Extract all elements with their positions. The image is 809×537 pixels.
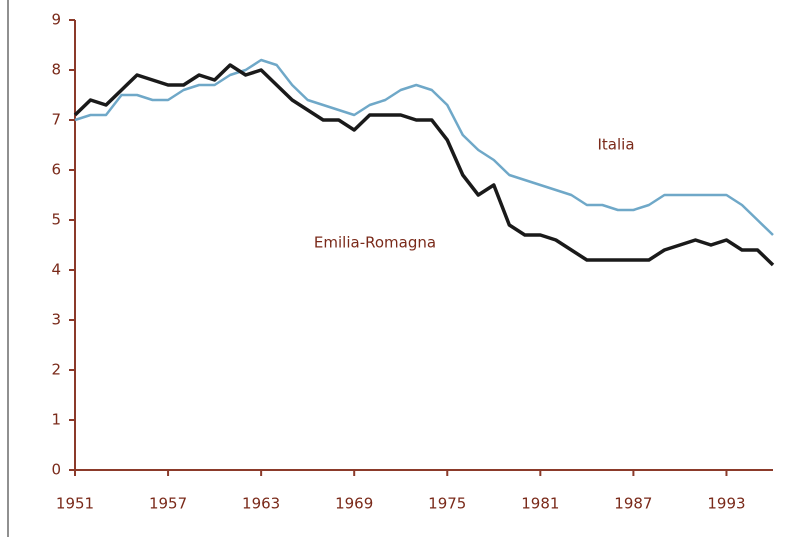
x-tick-label: 1987 [614,495,652,513]
x-tick-label: 1963 [242,495,280,513]
y-tick-label: 5 [51,211,61,229]
y-tick-label: 3 [51,311,61,329]
y-tick-label: 8 [51,61,61,79]
y-tick-label: 1 [51,411,61,429]
series-label: Emilia-Romagna [314,234,436,252]
x-tick-label: 1993 [707,495,745,513]
y-tick-label: 6 [51,161,61,179]
series-line [74,58,774,236]
series-label: Italia [597,136,634,154]
x-tick-label: 1957 [149,495,187,513]
x-tick-label: 1975 [428,495,466,513]
y-tick-label: 2 [51,361,61,379]
x-tick-label: 1981 [521,495,559,513]
x-tick-label: 1969 [335,495,373,513]
x-tick-label: 1951 [56,495,94,513]
series-line [73,63,775,267]
y-tick-label: 0 [51,461,61,479]
y-tick-label: 4 [51,261,61,279]
y-tick-label: 7 [51,111,61,129]
y-tick-label: 9 [51,11,61,29]
